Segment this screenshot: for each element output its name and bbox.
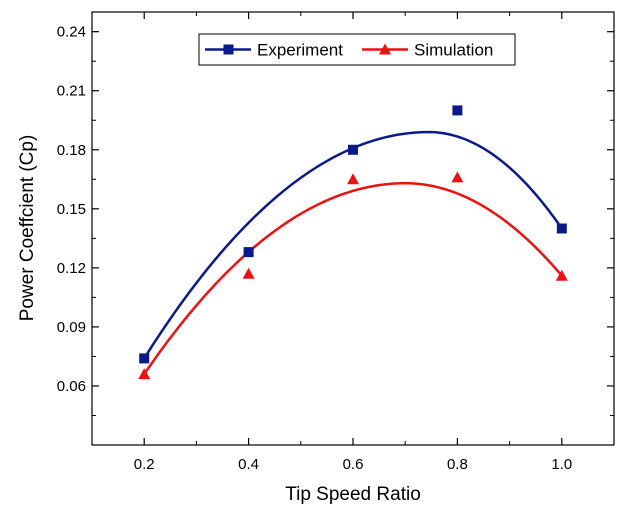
legend: Experiment Simulation [198, 33, 516, 66]
y-tick-label: 0.18 [57, 142, 86, 159]
y-tick-label: 0.15 [57, 201, 86, 218]
point-experiment [348, 144, 358, 155]
x-tick-label: 0.2 [134, 456, 155, 473]
point-experiment [243, 247, 254, 258]
data-markers [138, 105, 568, 380]
point-simulation [138, 368, 151, 380]
point-experiment [139, 353, 150, 364]
axis-ticks [91, 12, 615, 445]
x-tick-label: 1.0 [551, 456, 572, 473]
y-tick-labels: 0.06 0.09 0.12 0.15 0.18 0.21 0.24 [57, 24, 86, 395]
point-experiment [452, 105, 463, 116]
y-tick-label: 0.24 [57, 24, 86, 41]
point-simulation [347, 173, 359, 185]
point-simulation [451, 171, 464, 183]
point-experiment [556, 223, 567, 234]
x-tick-label: 0.8 [447, 456, 468, 473]
x-axis-title: Tip Speed Ratio [285, 484, 421, 505]
x-tick-label: 0.4 [238, 456, 259, 473]
y-axis-title: Power Coeffcient (Cp) [17, 135, 38, 322]
point-simulation [555, 269, 568, 281]
y-tick-label: 0.06 [57, 378, 86, 395]
x-tick-labels: 0.2 0.4 0.6 0.8 1.0 [134, 456, 572, 473]
legend-marker-simulation [379, 43, 391, 55]
fit-curve-simulation [143, 181, 563, 375]
legend-label-experiment: Experiment [257, 41, 343, 60]
legend-box [198, 33, 516, 66]
point-simulation [242, 267, 255, 279]
x-tick-label: 0.6 [343, 456, 364, 473]
plot-frame [91, 11, 615, 446]
y-tick-label: 0.09 [57, 319, 86, 336]
legend-marker-experiment [223, 44, 234, 55]
legend-label-simulation: Simulation [414, 41, 493, 60]
y-tick-label: 0.21 [57, 83, 86, 100]
y-tick-label: 0.12 [57, 260, 86, 277]
